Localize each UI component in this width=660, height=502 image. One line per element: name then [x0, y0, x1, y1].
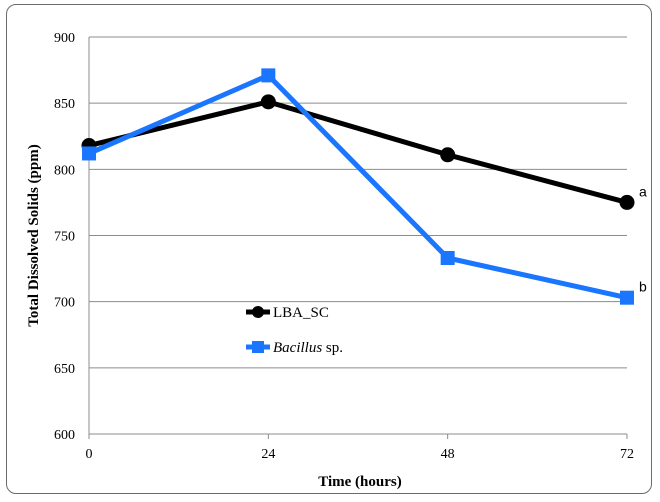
series-line-bacillus-sp	[88, 72, 628, 301]
axes	[88, 37, 628, 439]
legend-marker-circle	[252, 306, 264, 318]
y-axis-title: Total Dissolved Solids (ppm)	[26, 144, 42, 326]
data-point-bacillus-sp	[440, 250, 455, 265]
chart-frame	[6, 4, 652, 494]
y-tick-label: 600	[54, 428, 75, 443]
y-tick-label: 900	[54, 31, 75, 46]
data-point-bacillus-sp	[261, 68, 276, 83]
y-tick-label: 850	[54, 97, 75, 112]
x-axis-title: Time (hours)	[318, 474, 401, 490]
data-point-bacillus-sp	[620, 290, 634, 305]
data-point-bacillus-sp	[82, 146, 96, 161]
legend-label-suffix: sp.	[322, 340, 343, 356]
y-tick-label: 800	[54, 163, 75, 178]
legend: LBA_SC Bacillus sp.	[246, 305, 343, 356]
annotations: ab	[639, 183, 647, 294]
gridlines	[89, 36, 627, 435]
legend-label-main: Bacillus	[273, 340, 322, 356]
x-tick-label: 24	[261, 447, 275, 462]
data-point-lba-sc	[619, 194, 635, 210]
series-group	[81, 68, 635, 305]
series-annotation: b	[639, 279, 647, 295]
legend-label: Bacillus sp.	[273, 340, 343, 356]
legend-label-main: LBA_SC	[273, 305, 329, 321]
y-tick-labels: 600 650 700 750 800 850 900	[54, 31, 75, 443]
x-tick-labels: 0 24 48 72	[86, 447, 635, 462]
y-tick-label: 750	[54, 230, 75, 245]
x-tick-label: 0	[86, 447, 93, 462]
data-point-lba-sc	[440, 147, 456, 163]
series-annotation: a	[639, 183, 647, 199]
x-tick-label: 48	[441, 447, 455, 462]
series-line-lba-sc	[88, 99, 628, 205]
data-point-lba-sc	[260, 94, 276, 110]
legend-marker-square	[252, 341, 264, 353]
y-tick-label: 650	[54, 362, 75, 377]
y-tick-label: 700	[54, 296, 75, 311]
legend-label: LBA_SC	[273, 305, 329, 321]
x-tick-label: 72	[620, 447, 634, 462]
